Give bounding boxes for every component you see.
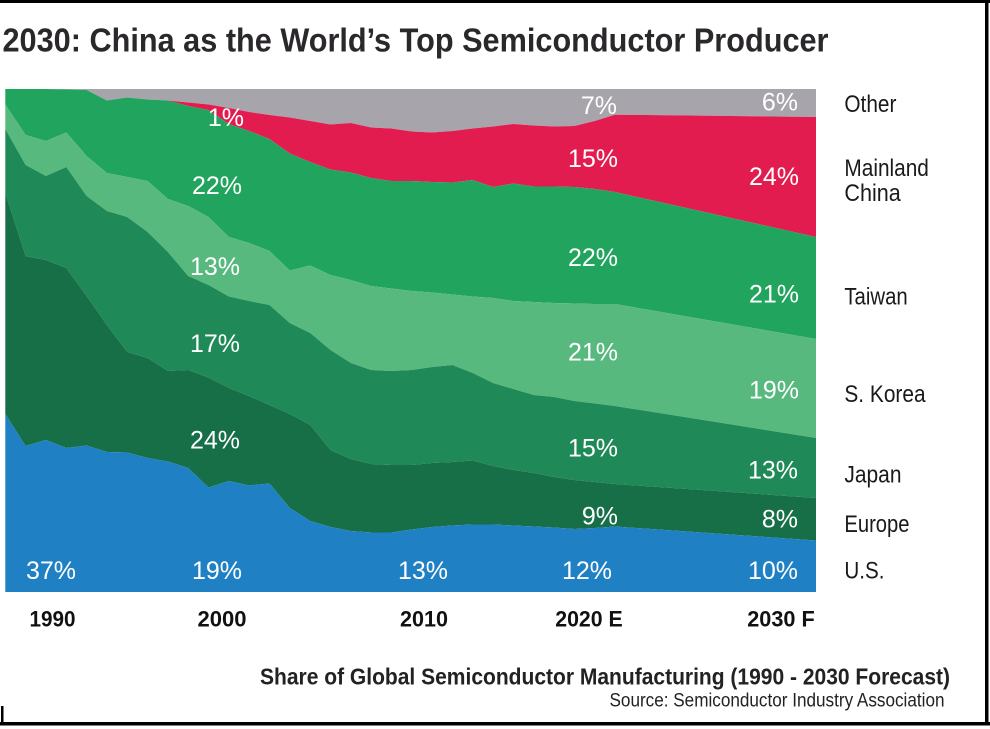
svg-text:15%: 15% — [568, 145, 618, 173]
svg-text:Other: Other — [844, 91, 896, 118]
svg-text:24%: 24% — [749, 163, 799, 191]
svg-text:19%: 19% — [192, 557, 242, 585]
svg-text:15%: 15% — [568, 435, 618, 463]
svg-text:17%: 17% — [190, 330, 240, 358]
svg-text:Europe: Europe — [844, 511, 909, 538]
svg-text:2010: 2010 — [400, 607, 448, 632]
svg-text:7%: 7% — [581, 92, 617, 120]
svg-text:19%: 19% — [749, 377, 799, 405]
svg-text:24%: 24% — [190, 427, 240, 455]
svg-text:22%: 22% — [192, 172, 242, 200]
svg-text:1%: 1% — [208, 104, 244, 132]
svg-text:6%: 6% — [762, 89, 798, 117]
svg-text:10%: 10% — [748, 557, 798, 585]
svg-text:Mainland: Mainland — [844, 155, 929, 182]
svg-text:9%: 9% — [582, 503, 618, 531]
svg-text:12%: 12% — [562, 557, 612, 585]
svg-text:S. Korea: S. Korea — [844, 381, 926, 408]
svg-text:Source: Semiconductor Industry: Source: Semiconductor Industry Associati… — [610, 691, 945, 712]
svg-text:Taiwan: Taiwan — [844, 284, 907, 311]
svg-text:37%: 37% — [26, 557, 76, 585]
svg-text:2020 E: 2020 E — [555, 607, 623, 632]
svg-text:21%: 21% — [568, 339, 618, 367]
svg-text:8%: 8% — [762, 506, 798, 534]
svg-text:2030: China as the World’s Top: 2030: China as the World’s Top Semicondu… — [3, 22, 829, 59]
svg-text:2000: 2000 — [198, 607, 247, 632]
svg-text:2030 F: 2030 F — [747, 607, 815, 632]
svg-text:13%: 13% — [398, 557, 448, 585]
svg-text:China: China — [844, 180, 901, 207]
svg-text:1990: 1990 — [30, 607, 76, 632]
svg-text:U.S.: U.S. — [844, 558, 884, 585]
svg-text:Share of Global Semiconductor: Share of Global Semiconductor Manufactur… — [260, 663, 950, 689]
svg-text:22%: 22% — [568, 244, 618, 272]
svg-text:13%: 13% — [190, 253, 240, 281]
svg-text:21%: 21% — [749, 281, 799, 309]
svg-text:Japan: Japan — [844, 462, 901, 489]
svg-text:13%: 13% — [748, 457, 798, 485]
